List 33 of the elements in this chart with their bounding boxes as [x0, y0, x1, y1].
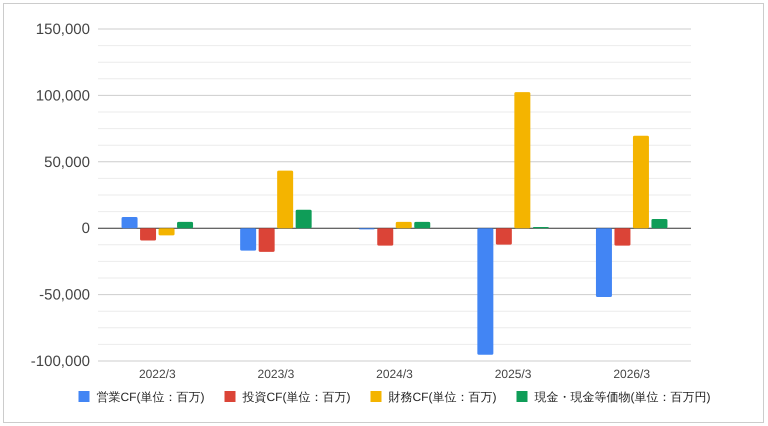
legend-label: 営業CF(単位：百万): [96, 390, 204, 404]
y-tick-label: 0: [82, 220, 90, 238]
bar: [240, 228, 256, 251]
y-tick-label: -50,000: [39, 286, 90, 304]
bar: [632, 136, 649, 228]
bar: [514, 92, 530, 228]
x-tick-label: 2023/3: [258, 367, 295, 381]
bar: [614, 228, 630, 246]
bar: [414, 222, 430, 228]
bar: [651, 219, 668, 228]
bar: [296, 210, 312, 228]
x-tick-label: 2022/3: [138, 367, 176, 381]
bar: [177, 222, 194, 228]
bar: [140, 228, 156, 241]
bar: [122, 217, 138, 228]
bar: [158, 228, 175, 236]
bar: [396, 222, 412, 228]
legend-label: 投資CF(単位：百万): [242, 390, 350, 404]
x-tick-label: 2026/3: [613, 367, 650, 381]
x-tick-label: 2024/3: [376, 367, 414, 381]
bar: [596, 228, 612, 297]
bar: [477, 228, 494, 355]
y-tick-label: 100,000: [36, 87, 90, 104]
bar: [258, 228, 275, 252]
y-tick-label: -100,000: [30, 353, 90, 370]
legend-label: 財務CF(単位：百万): [388, 390, 496, 404]
x-tick-label: 2025/3: [494, 367, 532, 381]
bar: [377, 228, 394, 246]
bar: [277, 170, 294, 228]
y-tick-label: 150,000: [36, 21, 90, 38]
y-tick-label: 50,000: [44, 154, 90, 171]
legend-label: 現金・現金等価物(単位：百万円): [534, 390, 710, 404]
bar: [496, 228, 512, 245]
